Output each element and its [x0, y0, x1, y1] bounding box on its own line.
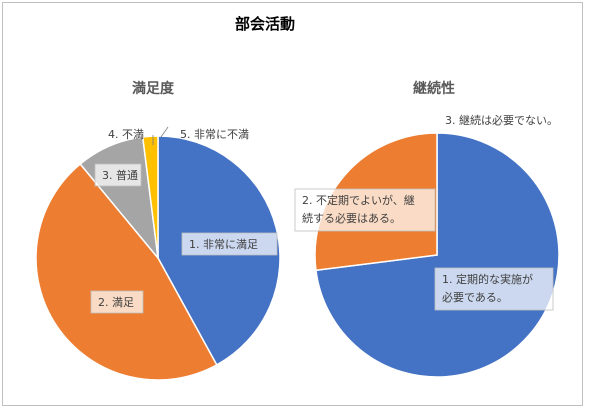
chart-title-continuity: 継続性 [413, 80, 455, 97]
chart-area: 部会活動 満足度 継続性 1. 非常に満足 2. 満足 3. 普通 4. 不満 5. 非… [2, 2, 583, 406]
svg-text:1. 非常に満足: 1. 非常に満足 [189, 238, 258, 251]
pie-charts-canvas: 部会活動 満足度 継続性 1. 非常に満足 2. 満足 3. 普通 4. 不満 5. 非… [35, 15, 560, 381]
data-label-satisfaction-2: 2. 満足 [90, 290, 144, 314]
svg-text:3. 普通: 3. 普通 [102, 168, 138, 182]
svg-text:2. 不定期でよいが、継: 2. 不定期でよいが、継 [302, 193, 415, 207]
svg-text:5. 非常に不満: 5. 非常に不満 [180, 128, 249, 141]
satisfaction-slice-2 [35, 162, 218, 381]
svg-text:3. 継続は必要でない。: 3. 継続は必要でない。 [445, 113, 558, 127]
data-labels: 1. 非常に満足 2. 満足 3. 普通 4. 不満 5. 非常に不満 1. 定期的な実施… [90, 113, 558, 314]
data-label-satisfaction-1: 1. 非常に満足 [181, 232, 278, 256]
satisfaction-slice-5 [141, 135, 159, 259]
data-label-satisfaction-3: 3. 普通 [94, 163, 142, 187]
data-label-satisfaction-4: 4. 不満 [108, 128, 144, 141]
svg-text:1. 定期的な実施が: 1. 定期的な実施が [442, 272, 533, 286]
svg-text:必要である。: 必要である。 [442, 291, 508, 304]
leader-line-5 [160, 126, 169, 138]
data-label-satisfaction-5: 5. 非常に不満 [180, 128, 249, 141]
svg-text:4. 不満: 4. 不満 [108, 128, 144, 141]
satisfaction-pie [35, 135, 281, 381]
svg-text:2. 満足: 2. 満足 [98, 296, 134, 309]
chart-title-satisfaction: 満足度 [132, 80, 175, 97]
svg-text:続する必要はある。: 続する必要はある。 [302, 211, 401, 225]
continuity-pie [314, 132, 560, 378]
data-label-continuity-3: 3. 継続は必要でない。 [445, 113, 558, 127]
page-title: 部会活動 [235, 15, 295, 33]
